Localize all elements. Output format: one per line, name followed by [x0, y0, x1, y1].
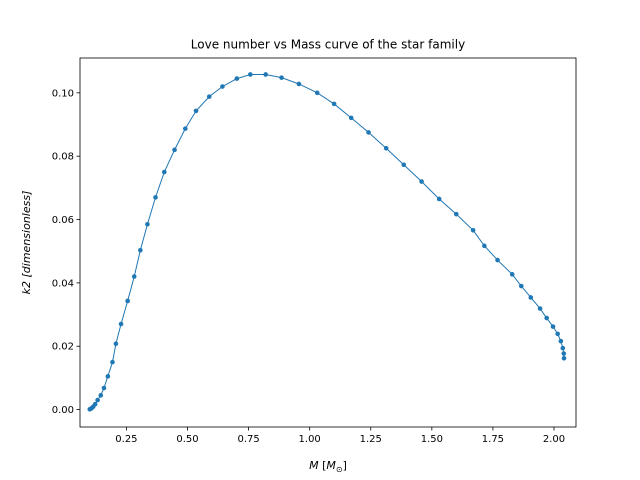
- data-point: [248, 72, 253, 77]
- x-tick-label: 0.75: [237, 434, 259, 445]
- x-axis-label-unit-sub: ⊙: [336, 465, 343, 474]
- data-point: [550, 324, 556, 329]
- x-tick-label: 1.75: [482, 434, 504, 445]
- y-tick-label: 0.10: [52, 88, 74, 99]
- data-point: [296, 81, 302, 87]
- series-line: [89, 73, 565, 410]
- data-point: [145, 221, 150, 227]
- data-point: [98, 393, 104, 398]
- data-point: [131, 274, 137, 279]
- data-point: [110, 359, 115, 365]
- data-point: [183, 126, 188, 131]
- data-point: [383, 145, 389, 151]
- y-tick-label: 0.06: [52, 215, 74, 226]
- x-axis-label-variable: M: [309, 459, 319, 472]
- data-point: [518, 283, 524, 289]
- data-point: [101, 385, 107, 391]
- x-tick-label: 1.25: [360, 434, 382, 445]
- data-point: [366, 130, 371, 135]
- data-point: [138, 247, 143, 253]
- data-point: [279, 75, 284, 80]
- data-point: [113, 341, 119, 346]
- x-tick-label: 0.50: [176, 434, 198, 445]
- data-point: [172, 147, 177, 153]
- x-axis-label: M [M⊙]: [309, 459, 347, 474]
- data-point: [561, 355, 567, 361]
- data-point: [314, 90, 320, 96]
- y-axis-label-unit: [dimensionless]: [20, 191, 33, 281]
- x-tick-label: 2.00: [543, 434, 565, 445]
- chart-title: Love number vs Mass curve of the star fa…: [191, 38, 465, 52]
- x-tick-label: 0.25: [115, 434, 137, 445]
- data-point: [401, 162, 407, 168]
- series-layer: [87, 72, 567, 412]
- data-point: [153, 195, 158, 200]
- data-point: [161, 169, 167, 175]
- x-tick-label: 1.50: [421, 434, 443, 445]
- data-point: [495, 257, 500, 263]
- plot-frame: [79, 57, 577, 428]
- data-point: [561, 351, 567, 356]
- y-axis-label: k2 [dimensionless]: [20, 191, 33, 295]
- data-point: [263, 72, 268, 77]
- x-axis-label-unit-close: ]: [343, 459, 347, 472]
- data-point: [509, 272, 515, 277]
- x-axis-label-unit-base: M: [326, 459, 336, 472]
- data-point: [193, 108, 199, 114]
- data-point: [544, 315, 549, 321]
- y-tick-label: 0.00: [52, 405, 74, 416]
- x-axis-label-unit-open: [: [319, 459, 327, 472]
- data-point: [95, 397, 100, 403]
- data-point: [348, 115, 354, 121]
- x-tick-label: 1.00: [299, 434, 321, 445]
- y-tick-label: 0.08: [52, 152, 74, 163]
- data-point: [234, 76, 240, 81]
- data-point: [560, 345, 566, 351]
- data-point: [482, 243, 487, 249]
- data-point: [453, 211, 459, 217]
- data-point: [92, 401, 98, 407]
- data-point: [331, 101, 337, 107]
- data-point: [206, 94, 212, 99]
- data-point: [555, 331, 560, 337]
- data-point: [436, 196, 442, 202]
- data-point: [537, 306, 543, 311]
- data-point: [419, 179, 424, 184]
- data-point: [470, 228, 476, 233]
- data-point: [105, 374, 111, 379]
- x-axis-ticks: 0.25 0.50 0.75 1.00 1.25 1.50 1.75 2.00: [115, 427, 565, 445]
- y-tick-label: 0.04: [52, 278, 74, 289]
- data-point: [125, 298, 130, 304]
- y-tick-label: 0.02: [52, 342, 74, 353]
- data-point: [220, 84, 225, 89]
- data-point: [118, 321, 124, 327]
- y-axis-ticks: 0.00 0.02 0.04 0.06 0.08 0.10: [52, 88, 80, 416]
- data-point: [528, 295, 534, 300]
- y-axis-label-variable: k2: [20, 281, 33, 294]
- data-point: [558, 338, 564, 344]
